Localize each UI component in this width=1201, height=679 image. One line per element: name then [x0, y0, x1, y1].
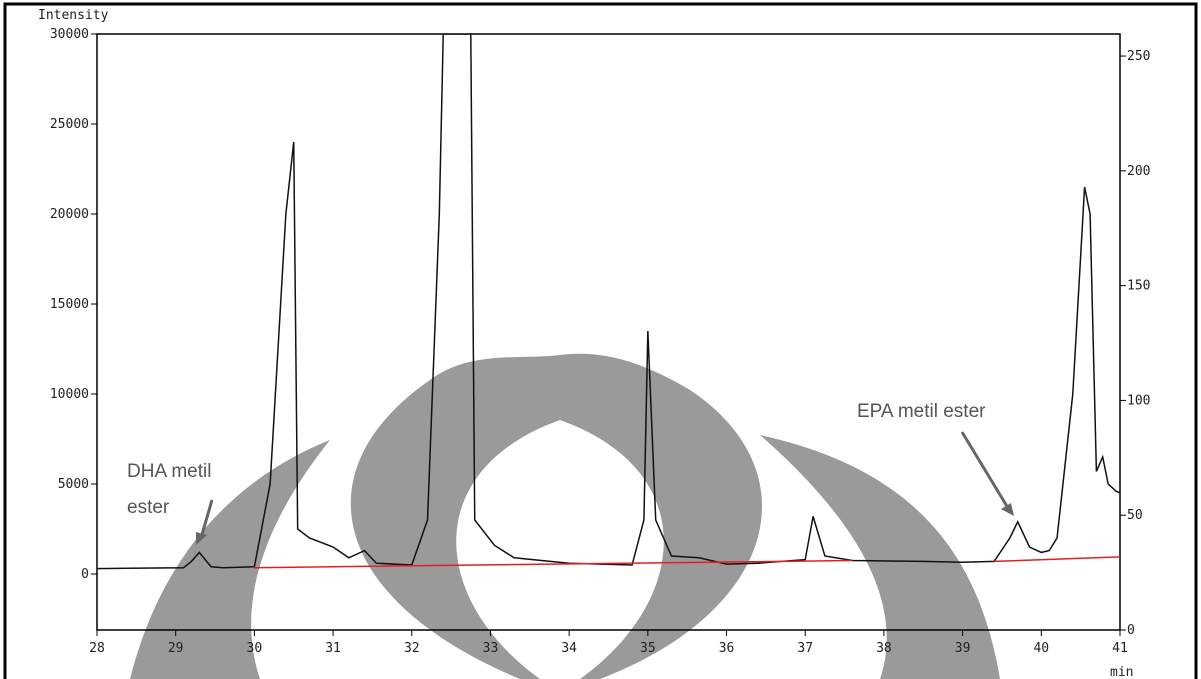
y-tick-label: 5000 [58, 477, 89, 492]
watermark [130, 353, 1000, 679]
x-tick-label: 34 [561, 641, 577, 656]
x-tick-label: 29 [168, 641, 184, 656]
y-tick-label: 20000 [50, 207, 89, 222]
arrow [960, 431, 1010, 509]
annotation: EPA metil ester [857, 401, 986, 422]
watermark-shape [760, 435, 1000, 679]
y2-tick-label: 200 [1127, 164, 1150, 179]
x-tick-label: 28 [89, 641, 105, 656]
plot-frame [96, 33, 1121, 631]
y2-tick-label: 150 [1127, 279, 1150, 294]
x-tick-label: 33 [483, 641, 499, 656]
x-tick-label: 41 [1112, 641, 1128, 656]
x-tick-label: 32 [404, 641, 420, 656]
frame [3, 2, 1198, 679]
trace-line [254, 556, 1120, 569]
y2-tick-label: 0 [1127, 623, 1135, 638]
x-axis-title: min [1110, 665, 1133, 679]
watermark-shape [456, 420, 664, 679]
arrow-head [196, 532, 207, 545]
y-axis-title: Intensity [38, 8, 109, 23]
x-tick-label: 39 [955, 641, 971, 656]
x-tick-label: 35 [640, 641, 656, 656]
x-tick-label: 38 [876, 641, 892, 656]
watermark-shape [130, 440, 330, 679]
x-tick-label: 40 [1033, 641, 1049, 656]
x-tick-label: 30 [247, 641, 263, 656]
y-tick-label: 30000 [50, 27, 89, 42]
x-tick-label: 36 [719, 641, 735, 656]
y2-tick-label: 100 [1127, 393, 1150, 408]
arrow [199, 499, 214, 539]
y2-tick-label: 250 [1127, 49, 1150, 64]
arrow-head [1001, 503, 1014, 516]
x-tick-label: 31 [325, 641, 341, 656]
trace-line [97, 34, 1120, 570]
y-tick-label: 0 [81, 567, 89, 582]
x-tick-label: 37 [797, 641, 813, 656]
y-tick-label: 15000 [50, 297, 89, 312]
y2-tick-label: 50 [1127, 508, 1143, 523]
y-tick-label: 10000 [50, 387, 89, 402]
annotation: DHA metil ester [127, 461, 212, 518]
y-tick-label: 25000 [50, 117, 89, 132]
